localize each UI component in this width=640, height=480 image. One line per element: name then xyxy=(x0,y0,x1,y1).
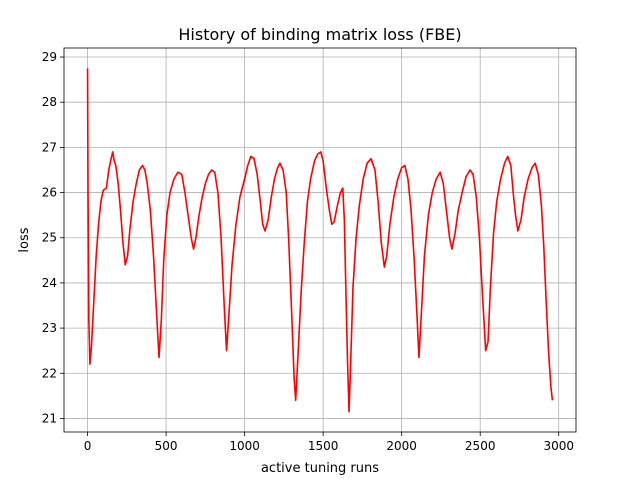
y-tick-label: 21 xyxy=(42,411,57,425)
plot-frame xyxy=(63,47,577,433)
x-tick-label: 500 xyxy=(155,439,178,453)
loss-series-line xyxy=(86,68,554,413)
y-tick-label: 27 xyxy=(42,140,57,154)
y-axis-label: loss xyxy=(17,227,32,252)
grid xyxy=(64,48,576,432)
y-tick-label: 28 xyxy=(42,95,57,109)
y-tick-label: 22 xyxy=(42,366,57,380)
y-tick-label: 25 xyxy=(42,231,57,245)
series-layer xyxy=(86,68,554,413)
x-tick-label: 0 xyxy=(84,439,92,453)
x-axis: 0 500 1000 1500 2000 2500 3000 xyxy=(84,432,574,453)
x-tick-label: 2000 xyxy=(386,439,417,453)
x-tick-label: 1000 xyxy=(229,439,260,453)
y-tick-label: 26 xyxy=(42,186,57,200)
x-tick-label: 1500 xyxy=(308,439,339,453)
x-tick-label: 3000 xyxy=(543,439,574,453)
y-tick-label: 29 xyxy=(42,50,57,64)
y-axis: 21 22 23 24 25 26 27 28 29 xyxy=(42,50,64,425)
chart-title: History of binding matrix loss (FBE) xyxy=(178,25,461,44)
x-tick-label: 2500 xyxy=(465,439,496,453)
y-tick-label: 23 xyxy=(42,321,57,335)
y-tick-label: 24 xyxy=(42,276,57,290)
x-axis-label: active tuning runs xyxy=(261,461,379,476)
